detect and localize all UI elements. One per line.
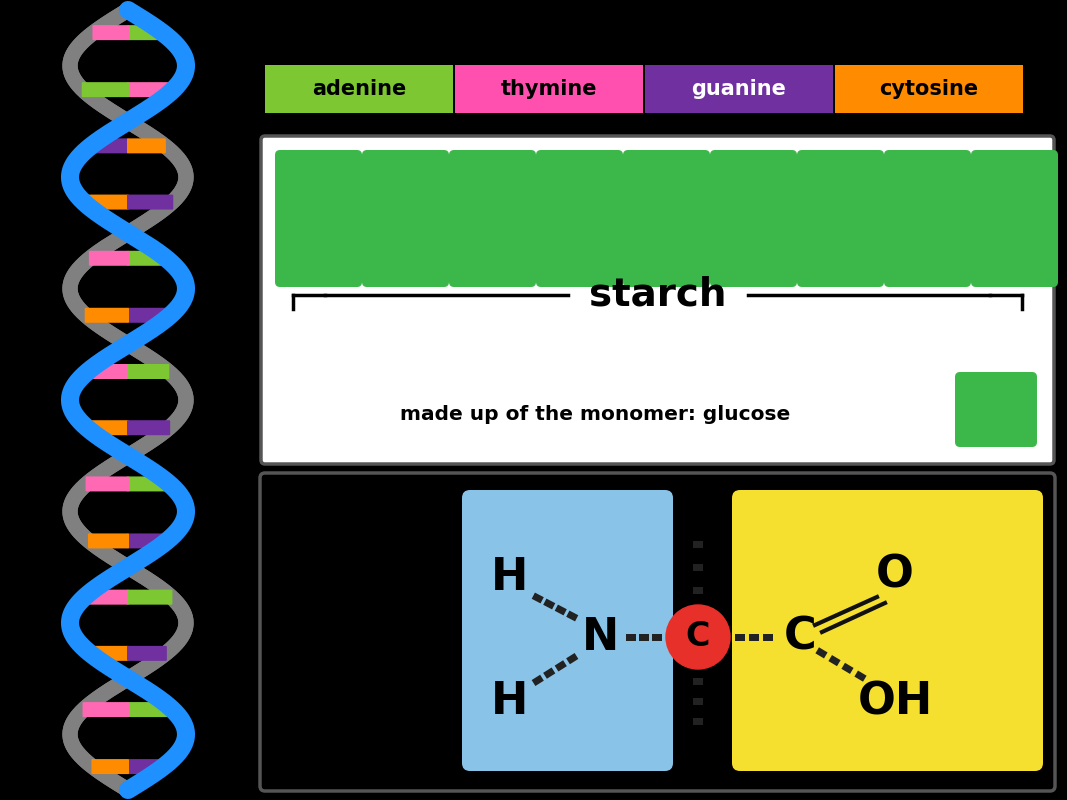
FancyBboxPatch shape [455,65,643,113]
FancyBboxPatch shape [362,212,449,287]
FancyBboxPatch shape [93,25,129,40]
FancyBboxPatch shape [82,702,129,717]
FancyBboxPatch shape [536,212,623,287]
FancyBboxPatch shape [127,646,166,661]
FancyBboxPatch shape [623,212,710,287]
Bar [749,634,759,641]
FancyBboxPatch shape [127,138,165,154]
FancyBboxPatch shape [797,212,883,287]
Text: thymine: thymine [500,79,598,99]
FancyBboxPatch shape [83,590,129,605]
FancyBboxPatch shape [85,477,129,491]
FancyBboxPatch shape [127,364,170,379]
FancyBboxPatch shape [127,420,170,435]
FancyBboxPatch shape [265,65,453,113]
Bar [567,653,578,664]
Bar [815,647,828,658]
Circle shape [666,605,730,669]
Text: adenine: adenine [312,79,407,99]
FancyBboxPatch shape [86,364,129,379]
Text: starch: starch [589,276,727,314]
FancyBboxPatch shape [127,702,174,717]
Bar [639,634,649,641]
FancyBboxPatch shape [835,65,1023,113]
Text: cytosine: cytosine [879,79,978,99]
FancyBboxPatch shape [127,534,169,549]
Bar [567,610,578,622]
FancyBboxPatch shape [90,138,129,154]
FancyBboxPatch shape [883,150,971,225]
Text: R: R [681,734,715,778]
FancyBboxPatch shape [971,150,1058,225]
Text: C: C [686,621,711,654]
Bar [735,634,745,641]
Text: guanine: guanine [691,79,786,99]
FancyBboxPatch shape [87,534,129,549]
FancyBboxPatch shape [260,473,1055,791]
FancyBboxPatch shape [127,194,173,210]
Bar [692,698,703,705]
Bar [692,564,703,571]
Bar [626,634,636,641]
FancyBboxPatch shape [449,212,536,287]
FancyBboxPatch shape [732,490,1044,771]
Bar [555,605,567,615]
FancyBboxPatch shape [955,372,1037,447]
Text: OH: OH [858,681,933,723]
Bar [828,655,841,666]
Bar [692,718,703,725]
FancyBboxPatch shape [127,82,174,97]
Bar [543,598,555,610]
FancyBboxPatch shape [89,250,129,266]
FancyBboxPatch shape [261,136,1054,464]
FancyBboxPatch shape [127,308,172,322]
FancyBboxPatch shape [883,212,971,287]
Bar [855,670,866,682]
Bar [555,660,567,671]
FancyBboxPatch shape [127,477,171,491]
FancyBboxPatch shape [90,646,129,661]
Text: H: H [491,681,528,723]
Text: made up of the monomer: glucose: made up of the monomer: glucose [400,406,791,425]
Bar [652,634,662,641]
FancyBboxPatch shape [362,150,449,225]
FancyBboxPatch shape [449,150,536,225]
Bar [531,674,544,686]
Text: O: O [876,554,914,597]
FancyBboxPatch shape [127,25,163,40]
FancyBboxPatch shape [82,82,129,97]
FancyBboxPatch shape [127,759,164,774]
Bar [692,541,703,548]
FancyBboxPatch shape [275,150,362,225]
Bar [842,663,854,674]
FancyBboxPatch shape [710,150,797,225]
FancyBboxPatch shape [127,590,173,605]
Bar [692,678,703,686]
Bar [763,634,773,641]
FancyBboxPatch shape [462,490,673,771]
FancyBboxPatch shape [127,250,168,266]
FancyBboxPatch shape [83,194,129,210]
FancyBboxPatch shape [275,212,362,287]
Text: C: C [783,615,816,658]
FancyBboxPatch shape [644,65,833,113]
Bar [531,593,544,603]
Bar [543,667,555,678]
FancyBboxPatch shape [84,308,129,322]
Text: H: H [491,555,528,598]
FancyBboxPatch shape [971,212,1058,287]
FancyBboxPatch shape [536,150,623,225]
Bar [692,587,703,594]
FancyBboxPatch shape [710,212,797,287]
Text: N: N [582,615,619,658]
FancyBboxPatch shape [92,759,129,774]
FancyBboxPatch shape [797,150,883,225]
Text: H: H [680,486,717,530]
FancyBboxPatch shape [623,150,710,225]
FancyBboxPatch shape [85,420,129,435]
